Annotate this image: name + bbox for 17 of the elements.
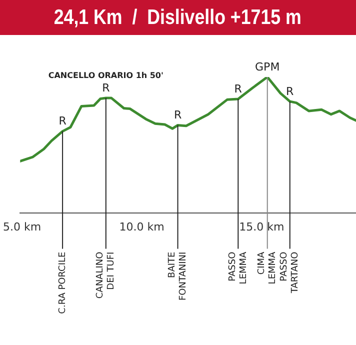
ref-line-label: CANALINO DEI TUFI [96,252,117,299]
annotation: R [286,84,294,98]
ref-line-label: C.RA PORCILE [58,251,68,314]
ref-line-label: PASSO TARTANO [280,252,301,294]
x-tick-label: 5.0 km [3,220,42,234]
ref-line-label: BAITE FONTANINI [168,251,189,301]
annotation: R [174,108,182,122]
ref-line-label: PASSO LEMMA [228,250,249,284]
annotation: CANCELLO ORARIO 1h 50' [48,71,164,80]
annotation: GPM [255,60,280,74]
x-tick-label: 10.0 km [119,220,164,234]
annotation: R [102,81,110,94]
annotation: R [58,114,67,128]
x-tick-label: 15.0 km [239,220,284,234]
ref-line-label: CIMA LEMMA [257,250,278,284]
annotation: R [234,82,242,96]
chart-title: 24,1 Km / Dislivello +1715 m [54,6,302,30]
